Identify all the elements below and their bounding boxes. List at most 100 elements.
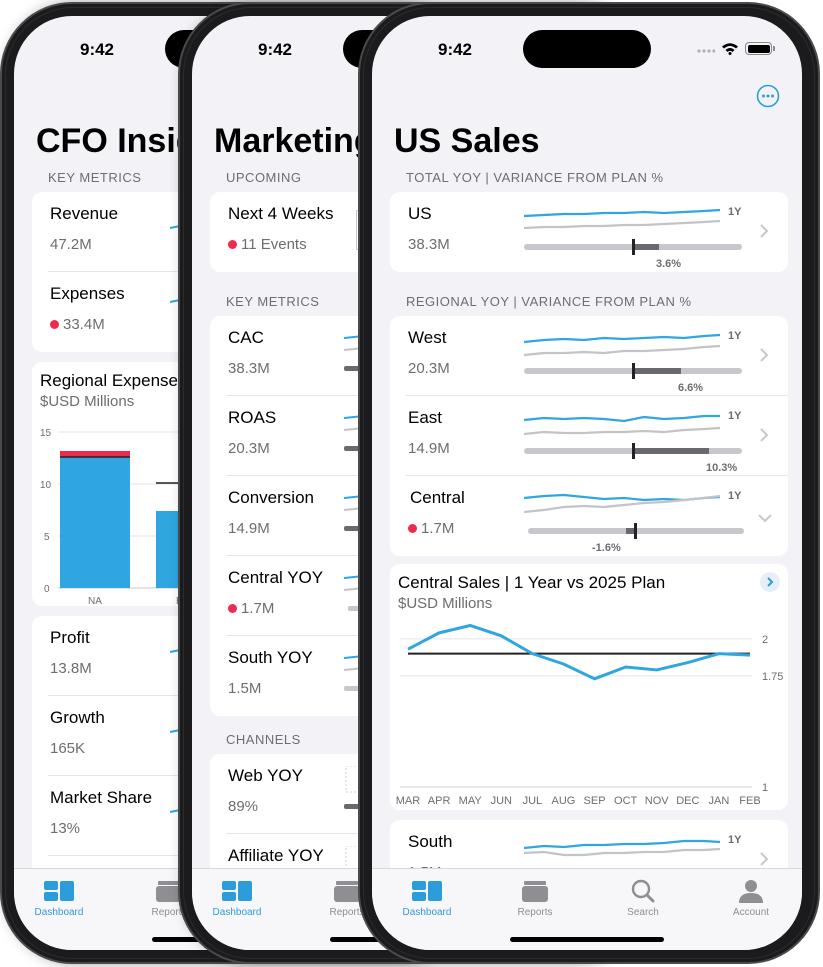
phone-us-sales: 9:42 US Sales TOTAL YOY | VARIANCE FROM … bbox=[358, 2, 820, 964]
account-icon bbox=[739, 880, 763, 903]
region-row-west[interactable]: West 20.3M 1Y 6.6% bbox=[390, 316, 788, 396]
status-time: 9:42 bbox=[79, 40, 115, 59]
tab-reports[interactable]: Reports bbox=[124, 879, 214, 918]
upcoming-row[interactable]: Next 4 Weeks 11 Events bbox=[210, 192, 608, 272]
metric-name: US bbox=[408, 204, 432, 223]
page-title: Marketing bbox=[214, 122, 375, 160]
bar-na bbox=[60, 457, 130, 588]
metric-value-wrap: 1.7M bbox=[408, 520, 454, 537]
central-sales-line-chart: 2 1.75 1 MAR APR MAY JUN JUL AUG SEP OCT NOV DEC JAN F… bbox=[396, 623, 783, 807]
metric-value-wrap: 33.4M bbox=[50, 316, 105, 333]
tab-label: Dashboard bbox=[402, 907, 452, 918]
variance-label: 10.3% bbox=[706, 462, 738, 474]
x-tick-label: NA bbox=[88, 596, 102, 606]
chart-subtitle: $USD Millions bbox=[40, 393, 135, 410]
x-tick-label: MAY bbox=[459, 795, 483, 807]
y-tick-label: 0 bbox=[44, 584, 50, 595]
variance-bullet: 10.3% bbox=[524, 443, 744, 474]
chevron-right-icon bbox=[760, 428, 769, 442]
variance-label: 3.6% bbox=[656, 258, 682, 270]
metric-name: Central YOY bbox=[228, 568, 324, 587]
metric-name: Revenue bbox=[50, 204, 119, 223]
metric-value: 38.3M bbox=[408, 236, 450, 253]
total-row-us[interactable]: US 38.3M 1Y 3.6% bbox=[390, 192, 788, 272]
tab-search[interactable]: Search bbox=[598, 879, 688, 918]
metric-name: Growth bbox=[50, 708, 105, 727]
tab-reports[interactable]: Reports bbox=[302, 879, 392, 918]
chart-title: Regional Expense bbox=[40, 371, 178, 390]
tab-dashboard[interactable]: Dashboard bbox=[192, 879, 282, 918]
metric-value: 13.8M bbox=[50, 660, 92, 677]
more-options-icon[interactable] bbox=[756, 84, 780, 108]
x-tick-label: NOV bbox=[645, 795, 670, 807]
upcoming-name: Next 4 Weeks bbox=[228, 204, 334, 223]
metric-value: 20.3M bbox=[228, 440, 270, 457]
period-label: 1Y bbox=[728, 834, 742, 846]
channel-row-affiliate[interactable]: Affiliate YOY bbox=[210, 834, 608, 914]
actual-line bbox=[407, 623, 751, 681]
chevron-down-icon bbox=[758, 514, 772, 523]
reports-icon bbox=[522, 881, 548, 902]
tab-label: Reports bbox=[151, 907, 187, 918]
phone-screen: 9:42 US Sales TOTAL YOY | VARIANCE FROM … bbox=[372, 16, 802, 950]
metric-name: South YOY bbox=[228, 648, 313, 667]
metric-name: Expenses bbox=[50, 284, 125, 303]
metric-value: 165K bbox=[50, 740, 86, 757]
tab-reports[interactable]: Reports bbox=[490, 879, 580, 918]
variance-label: 6.6% bbox=[678, 382, 704, 394]
metric-value: 47.2M bbox=[50, 236, 92, 253]
period-label: 1Y bbox=[728, 330, 742, 342]
y-tick-label: 15 bbox=[40, 428, 52, 439]
status-icons bbox=[697, 42, 775, 55]
channel-name: Web YOY bbox=[228, 766, 303, 785]
metric-name: Central bbox=[410, 488, 465, 507]
battery-icon bbox=[745, 42, 775, 55]
region-row-east[interactable]: East 14.9M 1Y 10.3% bbox=[390, 396, 788, 476]
central-sales-chart-card[interactable]: Central Sales | 1 Year vs 2025 Plan $USD… bbox=[390, 564, 788, 810]
x-tick-label: DEC bbox=[676, 795, 699, 807]
x-tick-label: MAR bbox=[396, 795, 421, 807]
channel-name: Affiliate YOY bbox=[228, 846, 324, 865]
metric-value: 14.9M bbox=[228, 520, 270, 537]
y-tick-label: 2 bbox=[762, 634, 768, 646]
sparkline bbox=[524, 333, 721, 357]
x-tick-label: FEB bbox=[739, 795, 760, 807]
upcoming-value: 11 Events bbox=[241, 236, 307, 253]
tab-label: Search bbox=[627, 907, 659, 918]
metric-value: 13% bbox=[50, 820, 81, 837]
variance-bullet: 3.6% bbox=[524, 239, 744, 270]
tab-dashboard[interactable]: Dashboard bbox=[382, 879, 472, 918]
variance-label: -1.6% bbox=[592, 542, 621, 554]
tab-account[interactable]: Account bbox=[706, 879, 796, 918]
x-tick-label: APR bbox=[428, 795, 451, 807]
metric-name: ROAS bbox=[228, 408, 277, 427]
tab-dashboard[interactable]: Dashboard bbox=[14, 879, 104, 918]
metric-value: 1.5M bbox=[228, 680, 262, 697]
metric-value-wrap: 1.7M bbox=[228, 600, 274, 617]
metric-value: 1.7M bbox=[241, 600, 275, 617]
metric-name: South bbox=[408, 832, 453, 851]
chevron-right-icon bbox=[760, 348, 769, 362]
tab-label: Dashboard bbox=[212, 907, 262, 918]
region-row-central[interactable]: Central 1.7M 1Y -1.6% bbox=[390, 476, 788, 556]
chart-title: Central Sales | 1 Year vs 2025 Plan bbox=[398, 573, 666, 592]
chart-subtitle: $USD Millions bbox=[398, 595, 493, 612]
metric-value: 33.4M bbox=[63, 316, 105, 333]
wifi-icon bbox=[722, 43, 738, 55]
sparkline bbox=[524, 839, 721, 857]
chart-detail-button[interactable] bbox=[760, 572, 780, 592]
section-header: KEY METRICS bbox=[226, 294, 320, 309]
x-tick-label: AUG bbox=[552, 795, 576, 807]
metric-name: Conversion bbox=[228, 488, 314, 507]
tab-label: Dashboard bbox=[34, 907, 84, 918]
y-tick-label: 1 bbox=[762, 782, 768, 794]
y-tick-label: 5 bbox=[44, 532, 50, 543]
dashboard-icon bbox=[222, 881, 252, 901]
section-header: TOTAL YOY | VARIANCE FROM PLAN % bbox=[406, 170, 664, 185]
cellular-signal-icon bbox=[697, 48, 715, 53]
x-tick-label: OCT bbox=[614, 795, 638, 807]
chevron-right-icon bbox=[760, 224, 769, 238]
bar-na-overage bbox=[60, 451, 130, 457]
y-tick-label: 1.75 bbox=[762, 671, 783, 683]
status-time: 9:42 bbox=[257, 40, 293, 59]
